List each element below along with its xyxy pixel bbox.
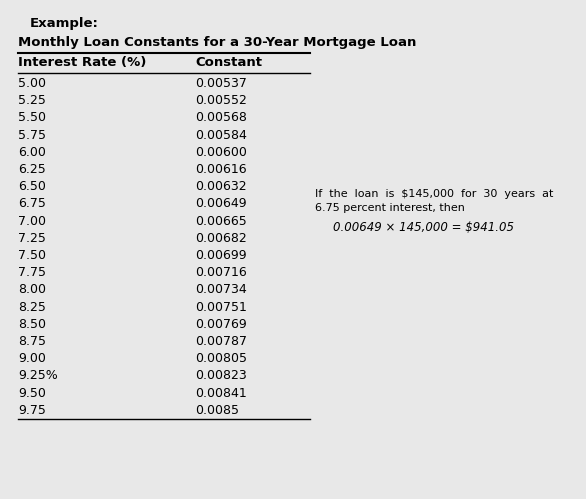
Text: 8.50: 8.50 bbox=[18, 318, 46, 331]
Text: 6.75: 6.75 bbox=[18, 198, 46, 211]
Text: 0.00649: 0.00649 bbox=[195, 198, 247, 211]
Text: 0.00665: 0.00665 bbox=[195, 215, 247, 228]
Text: 0.00734: 0.00734 bbox=[195, 283, 247, 296]
Text: 9.25%: 9.25% bbox=[18, 369, 58, 382]
Text: 0.00805: 0.00805 bbox=[195, 352, 247, 365]
Text: 9.50: 9.50 bbox=[18, 387, 46, 400]
Text: 0.00568: 0.00568 bbox=[195, 111, 247, 124]
Text: 9.75: 9.75 bbox=[18, 404, 46, 417]
Text: 0.0085: 0.0085 bbox=[195, 404, 239, 417]
Text: 0.00716: 0.00716 bbox=[195, 266, 247, 279]
Text: 5.50: 5.50 bbox=[18, 111, 46, 124]
Text: 6.00: 6.00 bbox=[18, 146, 46, 159]
Text: Monthly Loan Constants for a 30-Year Mortgage Loan: Monthly Loan Constants for a 30-Year Mor… bbox=[18, 36, 417, 49]
Text: Example:: Example: bbox=[30, 17, 99, 30]
Text: 0.00584: 0.00584 bbox=[195, 129, 247, 142]
Text: 0.00616: 0.00616 bbox=[195, 163, 247, 176]
Text: 0.00537: 0.00537 bbox=[195, 77, 247, 90]
Text: 0.00682: 0.00682 bbox=[195, 232, 247, 245]
Text: 0.00769: 0.00769 bbox=[195, 318, 247, 331]
Text: 0.00841: 0.00841 bbox=[195, 387, 247, 400]
Text: 7.00: 7.00 bbox=[18, 215, 46, 228]
Text: 6.50: 6.50 bbox=[18, 180, 46, 193]
Text: 5.75: 5.75 bbox=[18, 129, 46, 142]
Text: 0.00699: 0.00699 bbox=[195, 249, 247, 262]
Text: 8.75: 8.75 bbox=[18, 335, 46, 348]
Text: 0.00552: 0.00552 bbox=[195, 94, 247, 107]
Text: 0.00600: 0.00600 bbox=[195, 146, 247, 159]
Text: If  the  loan  is  $145,000  for  30  years  at: If the loan is $145,000 for 30 years at bbox=[315, 189, 553, 199]
Text: 7.75: 7.75 bbox=[18, 266, 46, 279]
Text: 7.50: 7.50 bbox=[18, 249, 46, 262]
Text: 0.00787: 0.00787 bbox=[195, 335, 247, 348]
Text: 5.00: 5.00 bbox=[18, 77, 46, 90]
Text: 5.25: 5.25 bbox=[18, 94, 46, 107]
Text: Interest Rate (%): Interest Rate (%) bbox=[18, 56, 146, 69]
Text: Constant: Constant bbox=[195, 56, 262, 69]
Text: 0.00823: 0.00823 bbox=[195, 369, 247, 382]
Text: 0.00632: 0.00632 bbox=[195, 180, 247, 193]
Text: 7.25: 7.25 bbox=[18, 232, 46, 245]
Text: 0.00751: 0.00751 bbox=[195, 300, 247, 313]
Text: 8.25: 8.25 bbox=[18, 300, 46, 313]
Text: 0.00649 × 145,000 = $941.05: 0.00649 × 145,000 = $941.05 bbox=[333, 221, 514, 234]
Text: 8.00: 8.00 bbox=[18, 283, 46, 296]
Text: 6.25: 6.25 bbox=[18, 163, 46, 176]
Text: 6.75 percent interest, then: 6.75 percent interest, then bbox=[315, 203, 465, 213]
Text: 9.00: 9.00 bbox=[18, 352, 46, 365]
